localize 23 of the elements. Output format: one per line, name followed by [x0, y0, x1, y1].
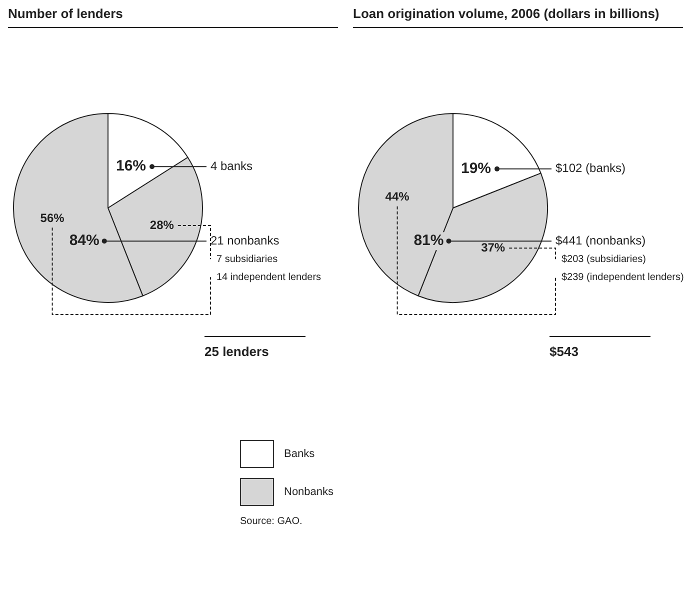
- text: $441 (nonbanks): [556, 233, 646, 248]
- slice-label: 4 banks: [210, 158, 253, 173]
- text: Nonbanks: [284, 486, 334, 498]
- slice-label: 14 independent lenders: [216, 272, 322, 283]
- source-note: Source: GAO.: [240, 516, 304, 527]
- text: Banks: [284, 448, 315, 460]
- text: 25 lenders: [204, 344, 269, 360]
- data-label: 19%: [461, 160, 492, 178]
- data-label: 37%: [481, 240, 506, 254]
- text: 84%: [69, 232, 100, 250]
- data-label: 56%: [40, 210, 65, 225]
- data-label: 28%: [150, 218, 174, 232]
- chart-title: Number of lenders: [8, 6, 338, 28]
- data-label: 16%: [116, 158, 146, 175]
- chart-title: Loan origination volume, 2006 (dollars in billions): [353, 6, 683, 28]
- text: $543: [550, 344, 578, 360]
- slice-label: 7 subsidiaries: [216, 254, 278, 265]
- slice-label: $102 (banks): [556, 161, 626, 176]
- data-label: 44%: [385, 190, 410, 204]
- slice-label: $203 (subsidiaries): [562, 254, 646, 265]
- text: 81%: [414, 232, 444, 250]
- text: 21 nonbanks: [210, 233, 280, 248]
- slice-label: $239 (independent lenders): [562, 272, 684, 283]
